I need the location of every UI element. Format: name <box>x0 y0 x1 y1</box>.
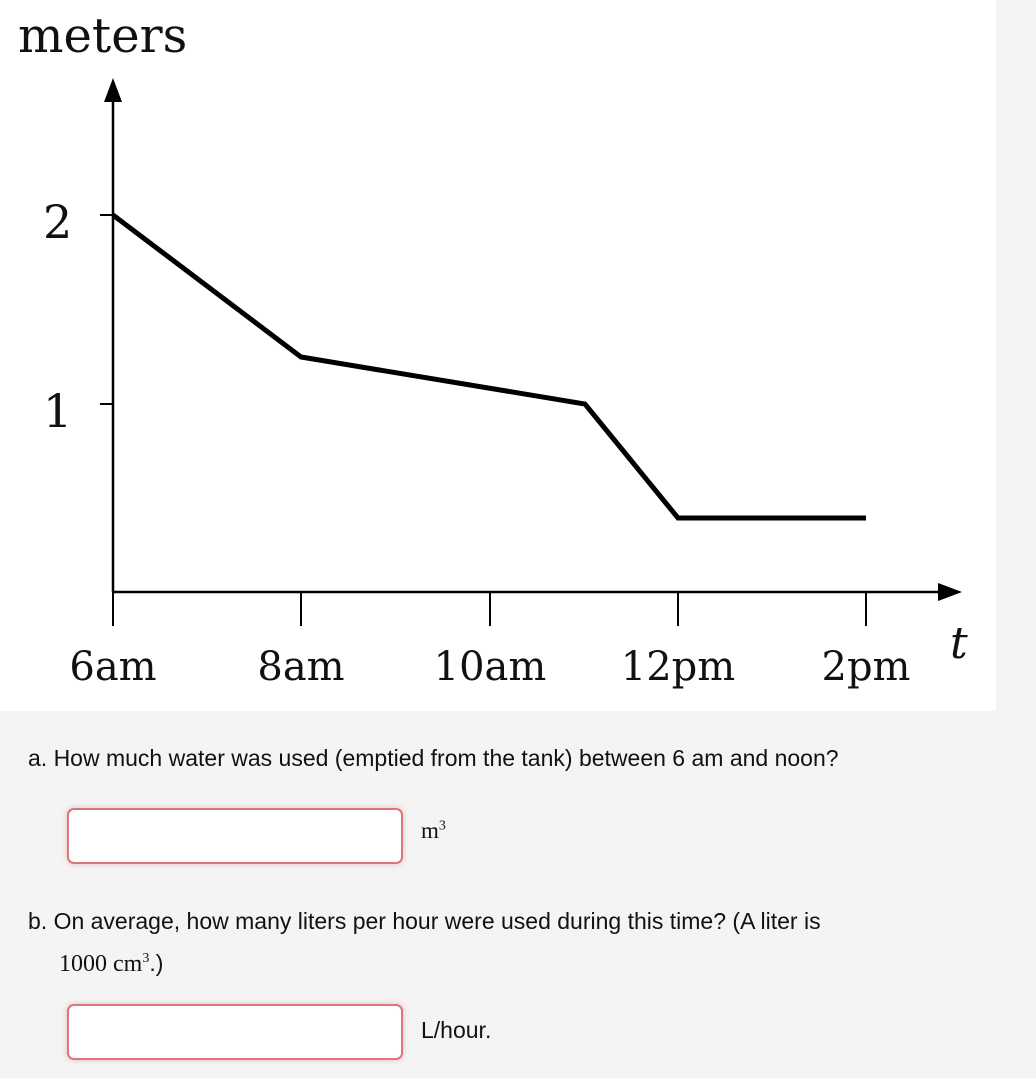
x-tick-label: 6am <box>69 644 156 690</box>
y-axis-arrow-icon <box>104 78 122 102</box>
question-b-math: 1000 cm3 <box>28 951 149 977</box>
answer-a-unit: m3 <box>421 818 446 844</box>
y-tick-label: 2 <box>43 195 72 249</box>
unit-exponent: 3 <box>438 818 446 834</box>
y-axis-label: meters <box>18 8 187 64</box>
x-tick-label: 2pm <box>822 644 911 690</box>
math-exponent: 3 <box>142 951 150 966</box>
question-a-text: a. How much water was used (emptied from… <box>28 745 839 771</box>
x-axis-arrow-icon <box>938 583 962 601</box>
answer-b-unit: L/hour. <box>421 1017 492 1043</box>
x-tick-label: 12pm <box>621 644 735 690</box>
x-tick-label: 10am <box>434 644 547 690</box>
y-tick-label: 1 <box>43 384 72 438</box>
question-b-text: b. On average, how many liters per hour … <box>28 902 1018 983</box>
x-axis-label: t <box>950 618 968 669</box>
answer-b-input[interactable] <box>67 1004 403 1060</box>
answer-a-input[interactable] <box>67 808 403 864</box>
chart-panel: meters 2 1 6am 8am 10am 12pm 2pm t <box>0 0 996 711</box>
line-chart: meters 2 1 6am 8am 10am 12pm 2pm t <box>18 8 968 690</box>
math-text: 1000 cm <box>59 951 143 977</box>
water-level-line <box>111 213 866 521</box>
question-b-end: .) <box>149 950 164 976</box>
question-b-main: b. On average, how many liters per hour … <box>28 908 821 934</box>
x-tick-label: 8am <box>257 644 344 690</box>
unit-base: m <box>421 818 439 843</box>
